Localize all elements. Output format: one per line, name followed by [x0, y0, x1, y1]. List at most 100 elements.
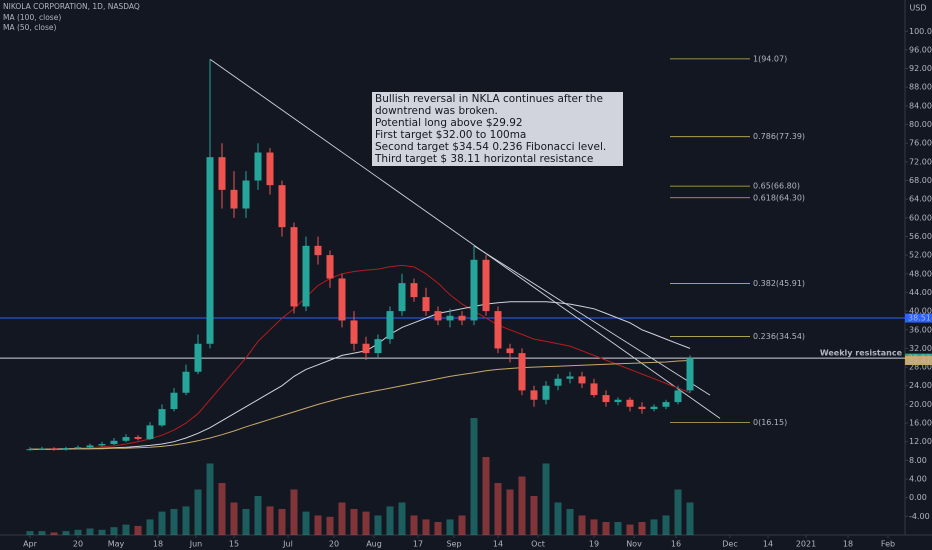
volume-bar: [446, 519, 454, 535]
volume-bar: [350, 509, 358, 535]
candle-body: [230, 189, 238, 209]
y-tick-label: 20.00: [909, 400, 932, 409]
volume-bar: [662, 515, 670, 535]
candle-body: [326, 255, 334, 279]
fib-label: 0.382(45.91): [753, 279, 805, 288]
volume-bar: [122, 524, 130, 535]
y-tick-label: 68.00: [909, 176, 932, 185]
volume-bar: [650, 519, 658, 535]
y-tick-label: 4.00: [909, 475, 927, 484]
volume-bar: [38, 531, 46, 535]
volume-bar: [494, 483, 502, 535]
volume-bar: [338, 502, 346, 535]
y-tick-label: 72.00: [909, 157, 932, 166]
candle-body: [194, 343, 202, 372]
volume-bar: [242, 509, 250, 535]
trend-line: [473, 245, 711, 396]
y-tick-label: 40.00: [909, 307, 932, 316]
candle-body: [626, 399, 634, 407]
volume-bar: [434, 522, 442, 535]
annotation-line: Second target $34.54 0.236 Fibonacci lev…: [375, 141, 607, 153]
volume-bar: [626, 524, 634, 535]
candle-body: [362, 343, 370, 354]
volume-bar: [302, 511, 310, 535]
x-tick-label: 2021: [796, 540, 816, 549]
y-tick-label: 92.00: [909, 64, 932, 73]
y-tick-label: 96.00: [909, 45, 932, 54]
candle-body: [122, 437, 130, 441]
candle-body: [86, 445, 94, 448]
x-tick-label: Oct: [531, 540, 545, 549]
y-tick-label: 8.00: [909, 456, 927, 465]
candle-body: [482, 259, 490, 312]
volume-bar: [506, 489, 514, 535]
x-tick-label: Jul: [282, 540, 293, 549]
volume-bar: [398, 502, 406, 535]
ma-line: [30, 360, 691, 450]
symbol-title: NIKOLA CORPORATION, 1D, NASDAQ: [3, 2, 140, 11]
volume-bar: [410, 515, 418, 535]
volume-bar: [578, 515, 586, 535]
y-tick-label: 24.00: [909, 381, 932, 390]
ma-line: [30, 264, 691, 450]
x-tick-label: Dec: [722, 540, 737, 549]
y-tick-label: 48.00: [909, 269, 932, 278]
candle-body: [314, 245, 322, 256]
volume-bar: [134, 525, 142, 535]
y-tick-label: 88.00: [909, 83, 932, 92]
horizontal-line-label: Weekly resistance: [820, 349, 903, 358]
volume-bar: [86, 528, 94, 535]
candle-body: [62, 448, 70, 450]
candle-body: [26, 449, 34, 451]
y-tick-label: 0.00: [909, 493, 927, 502]
candle-body: [374, 339, 382, 354]
y-tick-label: 32.00: [909, 344, 932, 353]
candle-body: [614, 399, 622, 403]
volume-bar: [50, 532, 58, 535]
candle-body: [674, 390, 682, 403]
candle-body: [110, 440, 118, 445]
x-tick-label: 17: [413, 540, 423, 549]
y-tick-label: 76.00: [909, 139, 932, 148]
y-tick-label: 52.00: [909, 251, 932, 260]
candle-body: [290, 227, 298, 307]
candle-body: [530, 390, 538, 400]
candle-body: [134, 437, 142, 439]
price-label: 29.41: [908, 356, 931, 365]
volume-bar: [602, 522, 610, 535]
x-tick-label: 20: [329, 540, 339, 549]
x-tick-label: 18: [153, 540, 163, 549]
volume-bar: [230, 502, 238, 535]
candle-body: [602, 395, 610, 403]
volume-bar: [206, 463, 214, 535]
y-tick-label: 56.00: [909, 232, 932, 241]
candle-body: [74, 447, 82, 449]
currency-label: USD: [909, 4, 926, 13]
volume-bar: [218, 483, 226, 535]
y-tick-label: 28.00: [909, 363, 932, 372]
y-tick-label: 80.00: [909, 120, 932, 129]
volume-bar: [146, 519, 154, 535]
candle-body: [578, 376, 586, 384]
candle-body: [590, 383, 598, 396]
candle-body: [470, 259, 478, 321]
candle-body: [386, 311, 394, 340]
volume-bar: [74, 529, 82, 535]
candle-body: [266, 152, 274, 186]
candle-body: [446, 315, 454, 321]
volume-bar: [374, 515, 382, 535]
annotation-line: First target $32.00 to 100ma: [375, 129, 527, 141]
volume-bar: [290, 489, 298, 535]
candle-body: [146, 425, 154, 439]
volume-bar: [194, 489, 202, 535]
candle-body: [542, 385, 550, 400]
volume-bar: [566, 509, 574, 535]
candle-body: [242, 180, 250, 209]
indicator-label: MA (50, close): [3, 23, 57, 32]
volume-bar: [314, 515, 322, 535]
annotation-box: Bullish reversal in NKLA continues after…: [372, 92, 623, 166]
volume-bar: [458, 515, 466, 535]
volume-bar: [518, 476, 526, 535]
